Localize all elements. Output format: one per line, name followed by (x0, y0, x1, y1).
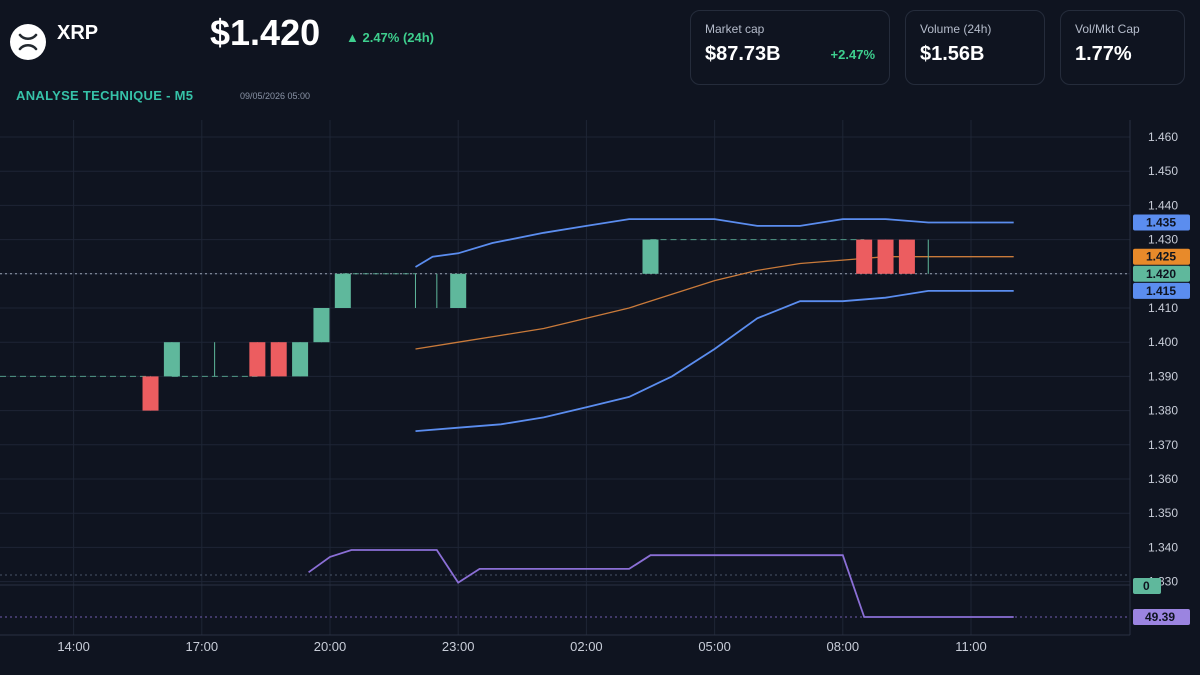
market-cap-card: Market cap $87.73B +2.47% (690, 10, 890, 85)
candle-body (292, 342, 309, 377)
x-tick-label: 23:00 (442, 639, 475, 654)
x-tick-label: 08:00 (827, 639, 860, 654)
oscillator-zero-badge-label: 0 (1143, 579, 1150, 593)
y-tick-label: 1.410 (1148, 301, 1178, 315)
candle-body (642, 239, 659, 274)
vol-mkt-cap-value: 1.77% (1075, 43, 1132, 65)
y-tick-label: 1.430 (1148, 233, 1178, 247)
x-tick-label: 11:00 (955, 639, 987, 654)
price-badge (1133, 265, 1190, 282)
candle-body (249, 342, 266, 377)
price-badge (1133, 214, 1190, 231)
candle-body (313, 308, 330, 343)
y-tick-label: 1.440 (1148, 198, 1178, 212)
coin-name: XRP (57, 22, 99, 44)
volume-value: $1.56B (920, 43, 985, 65)
volume-label: Volume (24h) (920, 22, 992, 36)
x-tick-label: 14:00 (57, 639, 90, 654)
plot-area (0, 120, 1130, 675)
xrp-logo-icon (10, 24, 46, 60)
oscillator-value-badge-label: 49.39 (1145, 610, 1175, 624)
analysis-timestamp: 09/05/2026 05:00 (240, 91, 311, 101)
market-cap-label: Market cap (705, 22, 765, 36)
y-tick-label: 1.340 (1148, 540, 1178, 554)
price-badge-label: 1.435 (1146, 216, 1176, 230)
x-tick-label: 20:00 (314, 639, 347, 654)
y-tick-label: 1.370 (1148, 438, 1178, 452)
oscillator-value-badge (1133, 609, 1190, 625)
x-tick-label: 17:00 (186, 639, 219, 654)
market-cap-value: $87.73B (705, 43, 781, 65)
candle-body (163, 342, 180, 377)
y-tick-label: 1.350 (1148, 506, 1178, 520)
price-badge-label: 1.420 (1146, 267, 1176, 281)
market-cap-change: +2.47% (830, 47, 875, 62)
candle-body (877, 239, 894, 274)
price-badge (1133, 282, 1190, 299)
vol-mkt-cap-card: Vol/Mkt Cap 1.77% (1060, 10, 1185, 85)
y-tick-label: 1.450 (1148, 164, 1178, 178)
y-tick-label: 1.360 (1148, 472, 1178, 486)
price-chart[interactable]: 1.460 1.450 1.440 1.430 1.420 1.410 1.400 1.390… (0, 120, 1200, 675)
candle-body (142, 376, 159, 411)
price-badge (1133, 248, 1190, 265)
price-badge-label: 1.415 (1146, 284, 1176, 298)
candle-body (270, 342, 287, 377)
price-badge-label: 1.425 (1146, 250, 1176, 264)
upper-band-line (415, 218, 1014, 268)
x-tick-label: 05:00 (698, 639, 731, 654)
coin-price: $1.420 (210, 12, 321, 53)
candle-body (898, 239, 915, 274)
lower-band-line (415, 289, 1014, 432)
y-tick-label: 1.460 (1148, 130, 1178, 144)
oscillator-line (308, 549, 1014, 618)
y-tick-label: 1.400 (1148, 335, 1178, 349)
volume-card: Volume (24h) $1.56B (905, 10, 1045, 85)
vol-mkt-cap-label: Vol/Mkt Cap (1075, 22, 1140, 36)
candle-body (856, 239, 873, 274)
candle-body (450, 273, 467, 308)
x-tick-label: 02:00 (570, 639, 603, 654)
y-tick-label: 1.380 (1148, 404, 1178, 418)
candle-body (334, 273, 351, 308)
price-change: ▲ 2.47% (24h) (346, 30, 435, 45)
analysis-title: ANALYSE TECHNIQUE - M5 (16, 88, 194, 103)
oscillator-zero-badge (1133, 578, 1161, 594)
y-tick-label: 1.390 (1148, 369, 1178, 383)
header: XRP $1.420 ▲ 2.47% (24h) ANALYSE TECHNIQ… (0, 0, 1200, 120)
